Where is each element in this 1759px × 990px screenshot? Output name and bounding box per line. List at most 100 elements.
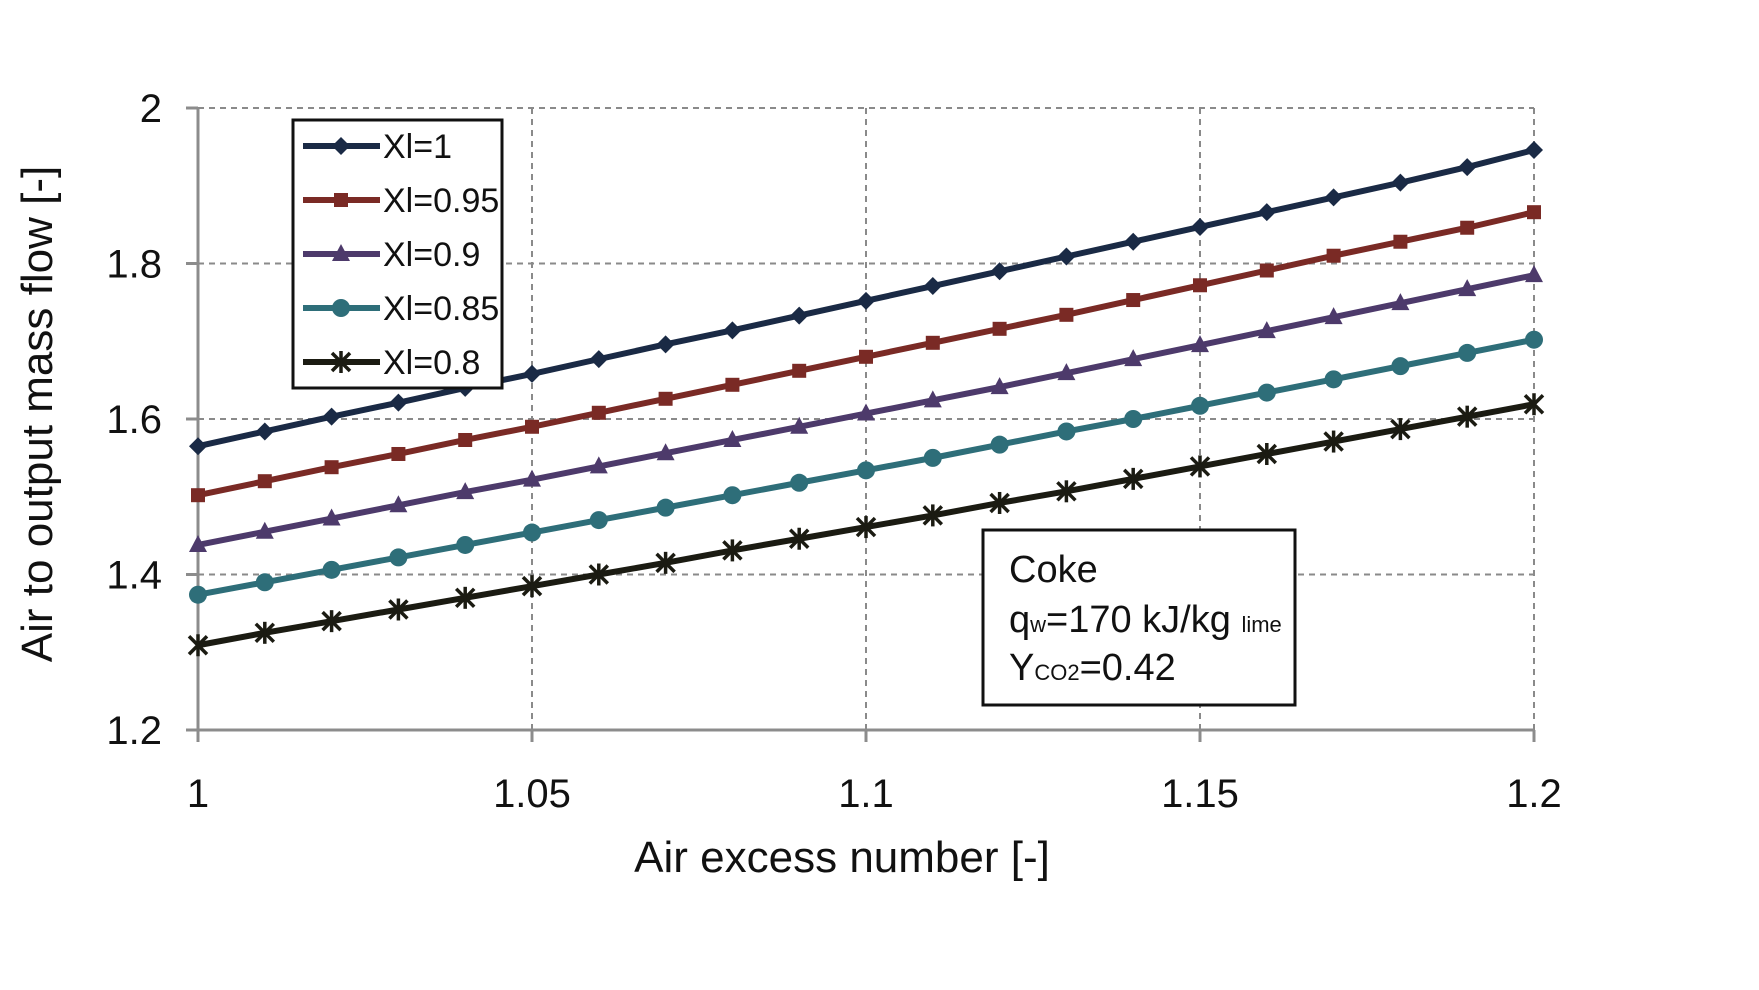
- data-point: [1393, 234, 1408, 249]
- data-point: [1193, 278, 1207, 293]
- legend-item: Xl=0.9: [303, 236, 480, 274]
- data-point: [187, 634, 209, 657]
- annotation-heat-symbol: q: [1009, 599, 1030, 641]
- data-point: [1460, 220, 1475, 235]
- data-point: [790, 306, 809, 325]
- data-point: [1257, 321, 1276, 339]
- data-point: [923, 277, 942, 296]
- data-point: [1259, 263, 1274, 278]
- series-2: [189, 265, 1543, 552]
- data-point: [857, 291, 875, 310]
- legend-swatch-marker: [330, 351, 352, 373]
- data-point: [658, 391, 673, 406]
- data-point: [189, 585, 207, 604]
- data-point: [389, 393, 408, 412]
- data-point: [523, 469, 541, 487]
- y-axis-title: Air to output mass flow [-]: [13, 166, 62, 662]
- data-point: [1324, 307, 1343, 325]
- data-point: [1456, 405, 1478, 428]
- series-1: [191, 205, 1541, 503]
- data-point: [723, 486, 742, 505]
- data-point: [525, 419, 539, 434]
- data-point: [254, 621, 276, 644]
- data-point: [1059, 307, 1074, 322]
- data-point: [391, 446, 406, 461]
- data-point: [523, 364, 541, 383]
- data-point: [1189, 455, 1211, 478]
- data-point: [655, 551, 676, 574]
- annotation-co2: YCO2=0.42: [1009, 647, 1176, 689]
- data-point: [456, 482, 475, 500]
- data-point: [857, 461, 875, 480]
- data-point: [454, 586, 476, 609]
- data-point: [1124, 232, 1143, 251]
- data-point: [990, 435, 1009, 454]
- legend-label: Xl=0.8: [383, 344, 480, 382]
- series-4: [187, 393, 1545, 657]
- data-point: [456, 535, 475, 554]
- data-point: [1458, 279, 1477, 297]
- data-point: [790, 473, 809, 492]
- y-tick-label: 1.6: [106, 398, 162, 442]
- data-point: [1057, 363, 1076, 381]
- data-point: [255, 422, 274, 441]
- data-point: [1122, 467, 1144, 490]
- annotation-co2-value: =0.42: [1080, 647, 1176, 689]
- data-point: [389, 495, 408, 513]
- data-point: [723, 321, 742, 340]
- x-tick-label: 1: [187, 772, 209, 816]
- annotation-heat-value: =170 kJ/kg: [1046, 599, 1241, 641]
- data-point: [989, 491, 1010, 514]
- data-point: [1056, 480, 1077, 503]
- legend-label: Xl=0.9: [383, 236, 480, 274]
- axes: [186, 106, 1536, 742]
- x-axis-title: Air excess number [-]: [634, 833, 1050, 882]
- data-point: [322, 407, 341, 426]
- data-point: [191, 488, 205, 503]
- data-point: [1126, 293, 1141, 308]
- data-point: [321, 610, 342, 633]
- legend: Xl=1 Xl=0.95 Xl=0.9 Xl=0.85 Xl=0.8: [291, 118, 504, 390]
- legend-item: Xl=0.8: [303, 344, 480, 382]
- x-tick-label: 1.1: [838, 772, 894, 816]
- data-point: [1256, 442, 1278, 465]
- data-point: [922, 504, 944, 527]
- annotation-heat-unit-subscript: lime: [1241, 612, 1281, 637]
- data-point: [388, 598, 409, 621]
- x-tick-label: 1.15: [1161, 772, 1239, 816]
- x-tick-label: 1.05: [493, 772, 571, 816]
- annotation-fuel: Coke: [1009, 549, 1098, 591]
- annotation-co2-symbol: Y: [1009, 647, 1034, 689]
- legend-item: Xl=0.95: [303, 182, 499, 220]
- legend-label: Xl=0.85: [383, 290, 499, 328]
- data-point: [255, 573, 274, 592]
- data-point: [389, 548, 408, 567]
- annotation-border: [981, 528, 1297, 707]
- data-point: [1057, 247, 1076, 266]
- data-point: [925, 335, 940, 350]
- data-point: [1124, 410, 1143, 428]
- annotation-box: Coke qw=170 kJ/kg lime YCO2=0.42: [981, 528, 1297, 707]
- data-point: [1458, 343, 1477, 362]
- data-point: [1527, 205, 1541, 220]
- series-3: [189, 330, 1543, 604]
- data-point: [1191, 396, 1209, 415]
- annotation-co2-subscript: CO2: [1034, 660, 1079, 685]
- data-point: [1458, 158, 1477, 177]
- data-point: [1525, 330, 1543, 349]
- data-point: [859, 349, 873, 364]
- data-point: [656, 335, 675, 354]
- data-point: [855, 516, 877, 539]
- legend-label: Xl=0.95: [383, 182, 499, 220]
- data-point: [1525, 265, 1543, 283]
- legend-item: Xl=0.85: [303, 290, 499, 328]
- data-point: [255, 521, 274, 539]
- data-point: [1324, 188, 1343, 207]
- data-point: [723, 429, 742, 447]
- series-layer: [187, 140, 1545, 657]
- data-point: [790, 416, 809, 434]
- data-point: [923, 448, 942, 467]
- data-point: [1391, 293, 1410, 311]
- annotation-heat: qw=170 kJ/kg lime: [1009, 599, 1282, 641]
